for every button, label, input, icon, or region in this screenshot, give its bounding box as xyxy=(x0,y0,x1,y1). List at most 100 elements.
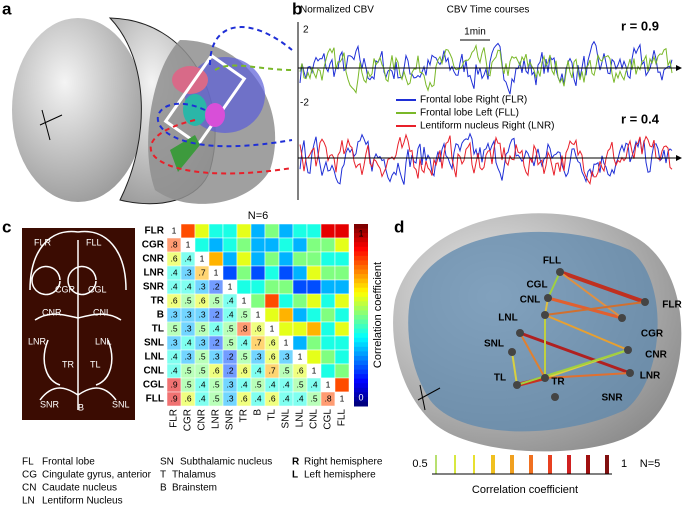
abbr-text: Subthalamic nucleus xyxy=(180,457,272,468)
cell-label: .4 xyxy=(198,393,205,403)
cell-upper xyxy=(222,237,238,253)
cell-upper xyxy=(306,335,322,351)
cell-label: .4 xyxy=(212,323,219,333)
cell-label: 1 xyxy=(284,337,289,347)
cell-label: .6 xyxy=(198,295,205,305)
colorbar-step xyxy=(354,333,368,339)
colorbar-step xyxy=(354,401,368,407)
colorbar-step xyxy=(354,233,368,239)
cell-upper xyxy=(180,223,196,239)
cell-label: .5 xyxy=(254,379,261,389)
edge xyxy=(544,314,629,351)
cell-upper xyxy=(278,265,294,281)
cell-label: .5 xyxy=(198,323,205,333)
node xyxy=(618,314,626,322)
colorbar-step xyxy=(354,355,368,361)
col-label: CNR xyxy=(197,409,208,431)
edge xyxy=(519,332,546,379)
cell-upper xyxy=(264,307,280,323)
cb-tick: 1 xyxy=(358,228,363,238)
cell-upper xyxy=(334,279,350,295)
cell-label: 1 xyxy=(186,239,191,249)
cell-label: .2 xyxy=(212,281,219,291)
node-label: TL xyxy=(494,373,506,384)
cell-upper xyxy=(292,279,308,295)
cell-label: 1 xyxy=(200,253,205,263)
cell-label: .4 xyxy=(198,379,205,389)
cell-label: .3 xyxy=(184,267,191,277)
cell-upper xyxy=(306,251,322,267)
cell-upper xyxy=(334,223,350,239)
cell-label: .4 xyxy=(226,309,233,319)
cell-label: .4 xyxy=(170,267,177,277)
r: r = 0.9 xyxy=(621,18,659,33)
cell-label: .6 xyxy=(296,365,303,375)
node-label: FLR xyxy=(662,300,682,311)
legend-label: Frontal lobe Right (FLR) xyxy=(420,95,527,106)
row-label: SNR xyxy=(143,282,165,293)
edge xyxy=(511,351,518,386)
cell-upper xyxy=(292,307,308,323)
cell-upper xyxy=(264,265,280,281)
cell-label: .4 xyxy=(226,295,233,305)
cell-label: .5 xyxy=(240,309,247,319)
cell-label: .6 xyxy=(254,323,261,333)
row-label: FLL xyxy=(146,394,164,405)
title: CBV Time courses xyxy=(447,5,530,16)
cell-upper xyxy=(250,237,266,253)
cell-label: .6 xyxy=(212,365,219,375)
cell-label: .8 xyxy=(240,323,247,333)
abbr: SN xyxy=(160,457,174,468)
edge xyxy=(547,296,623,320)
node-label: SNR xyxy=(601,393,623,404)
colorbar-step xyxy=(354,260,368,266)
cell-label: .4 xyxy=(184,281,191,291)
timecourse xyxy=(299,133,673,186)
col-label: B xyxy=(253,409,264,416)
cell-upper xyxy=(264,237,280,253)
n-label: N=6 xyxy=(248,210,269,222)
cell-upper xyxy=(320,293,336,309)
cell-upper xyxy=(306,223,322,239)
node-label: TR xyxy=(551,377,565,388)
cell-upper xyxy=(250,251,266,267)
row-label: FLR xyxy=(145,226,165,237)
tick: 2 xyxy=(303,25,309,36)
col-label: SNR xyxy=(225,409,236,430)
col-label: CNL xyxy=(309,409,320,429)
col-label: FLL xyxy=(337,409,348,427)
colorbar-step xyxy=(354,242,368,248)
edge xyxy=(544,372,631,379)
cell-label: .5 xyxy=(184,379,191,389)
colorbar-step xyxy=(354,269,368,275)
cell-upper xyxy=(320,223,336,239)
col-label: FLR xyxy=(169,409,180,428)
cell-upper xyxy=(250,265,266,281)
cell-label: .5 xyxy=(198,351,205,361)
node-label: CGR xyxy=(641,329,664,340)
cell-label: .4 xyxy=(170,281,177,291)
abbr: L xyxy=(292,470,298,481)
abbr: B xyxy=(160,483,167,494)
cell-upper xyxy=(320,349,336,365)
cell-label: .6 xyxy=(170,295,177,305)
cell-label: .3 xyxy=(254,351,261,361)
colorbar-step xyxy=(354,378,368,384)
cell-label: .5 xyxy=(226,323,233,333)
colorbar-step xyxy=(354,387,368,393)
cell-label: .5 xyxy=(170,323,177,333)
cell-label: .6 xyxy=(268,393,275,403)
y-label: Normalized CBV xyxy=(300,5,374,16)
abbr: CN xyxy=(22,483,36,494)
cell-upper xyxy=(250,223,266,239)
cell-upper xyxy=(306,349,322,365)
cell-upper xyxy=(306,265,322,281)
cell-upper xyxy=(264,251,280,267)
row-label: LNL xyxy=(145,352,164,363)
slice-label: SNR xyxy=(40,399,60,409)
abbr-text: Right hemisphere xyxy=(304,457,383,468)
row-label: LNR xyxy=(143,268,164,279)
cell-upper xyxy=(306,321,322,337)
abbr: CG xyxy=(22,470,37,481)
cell-upper xyxy=(264,279,280,295)
